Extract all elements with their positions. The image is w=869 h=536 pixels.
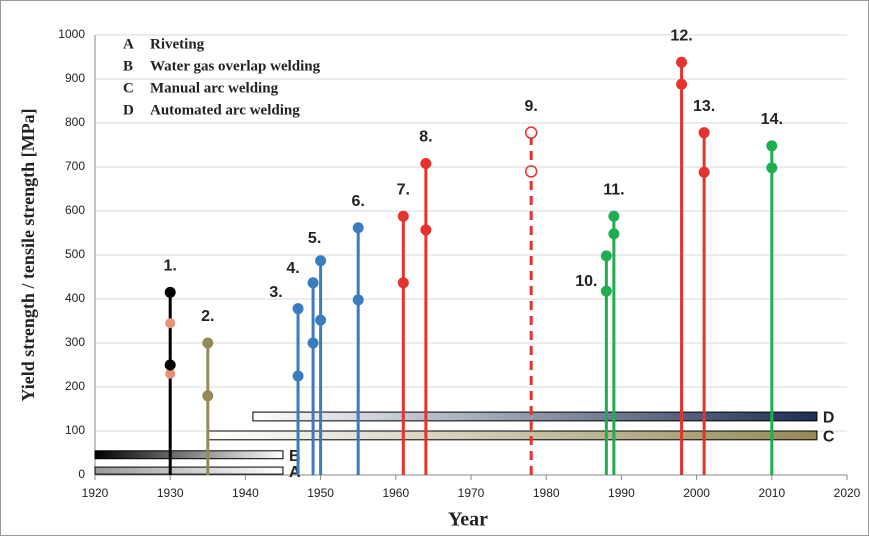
period-key: B [289,448,301,465]
period-key: D [823,410,835,427]
legend-key: D [123,102,134,118]
point [292,370,304,382]
point [202,390,214,402]
x-axis-label: Year [448,509,488,531]
legend-key: A [123,36,134,52]
stem-label: 13. [693,98,715,115]
x-tick-label: 1970 [458,486,485,500]
point [292,303,304,315]
x-tick-label: 2020 [834,486,861,500]
point [202,337,214,349]
x-tick-label: 1990 [608,486,635,500]
point [420,157,432,169]
stem-label: 14. [761,111,783,128]
extra-point [165,318,176,329]
period-bar [94,450,284,460]
point [315,314,327,326]
extra-point [165,368,176,379]
x-tick-label: 2010 [758,486,785,500]
point [676,56,688,68]
point [524,165,538,178]
stem-label: 1. [164,258,177,275]
point [766,162,778,174]
point [698,166,710,178]
point [315,255,327,267]
point [164,286,176,298]
y-tick-label: 600 [65,203,85,217]
y-tick-label: 200 [65,379,85,393]
legend-label: Manual arc welding [150,80,279,96]
point [420,224,432,236]
stem-label: 9. [524,98,537,115]
y-tick-label: 700 [65,159,85,173]
stem-label: 4. [286,260,299,277]
point [352,294,364,306]
point [608,210,620,222]
y-axis-label: Yield strength / tensile strength [MPa] [18,108,38,401]
y-tick-label: 300 [65,335,85,349]
y-tick-label: 400 [65,291,85,305]
stem-label: 6. [352,193,365,210]
legend-label: Automated arc welding [150,102,300,118]
legend-label: Water gas overlap welding [150,58,321,74]
stem-label: 10. [575,273,597,290]
y-tick-label: 100 [65,423,85,437]
period-bar [94,466,284,475]
y-tick-label: 800 [65,115,85,129]
point [307,277,319,289]
point [524,126,538,139]
point [397,210,409,222]
y-tick-label: 0 [78,467,85,481]
y-tick-label: 500 [65,247,85,261]
stem-label: 7. [397,181,410,198]
stem-label: 11. [603,181,624,198]
period-key: C [823,429,835,446]
point [352,222,364,234]
period-bar [252,411,818,422]
point [766,140,778,152]
stem-label: 12. [670,27,692,44]
stem-label: 2. [201,308,214,325]
point [307,337,319,349]
y-tick-label: 900 [65,71,85,85]
point [608,228,620,240]
y-tick-label: 1000 [58,27,85,41]
x-tick-label: 1940 [232,486,259,500]
x-tick-label: 1960 [382,486,409,500]
legend-label: Riveting [150,36,205,52]
x-tick-label: 1930 [157,486,184,500]
point [600,250,612,262]
point [676,78,688,90]
stem-label: 8. [419,129,432,146]
x-tick-label: 1950 [307,486,334,500]
stem-label: 5. [308,230,321,247]
point [164,359,176,371]
x-tick-label: 1920 [82,486,109,500]
point [698,127,710,139]
legend-key: B [123,58,133,74]
point [600,285,612,297]
legend-key: C [123,80,134,96]
stem-label: 3. [269,284,282,301]
x-tick-label: 2000 [683,486,710,500]
x-tick-label: 1980 [533,486,560,500]
point [397,277,409,289]
